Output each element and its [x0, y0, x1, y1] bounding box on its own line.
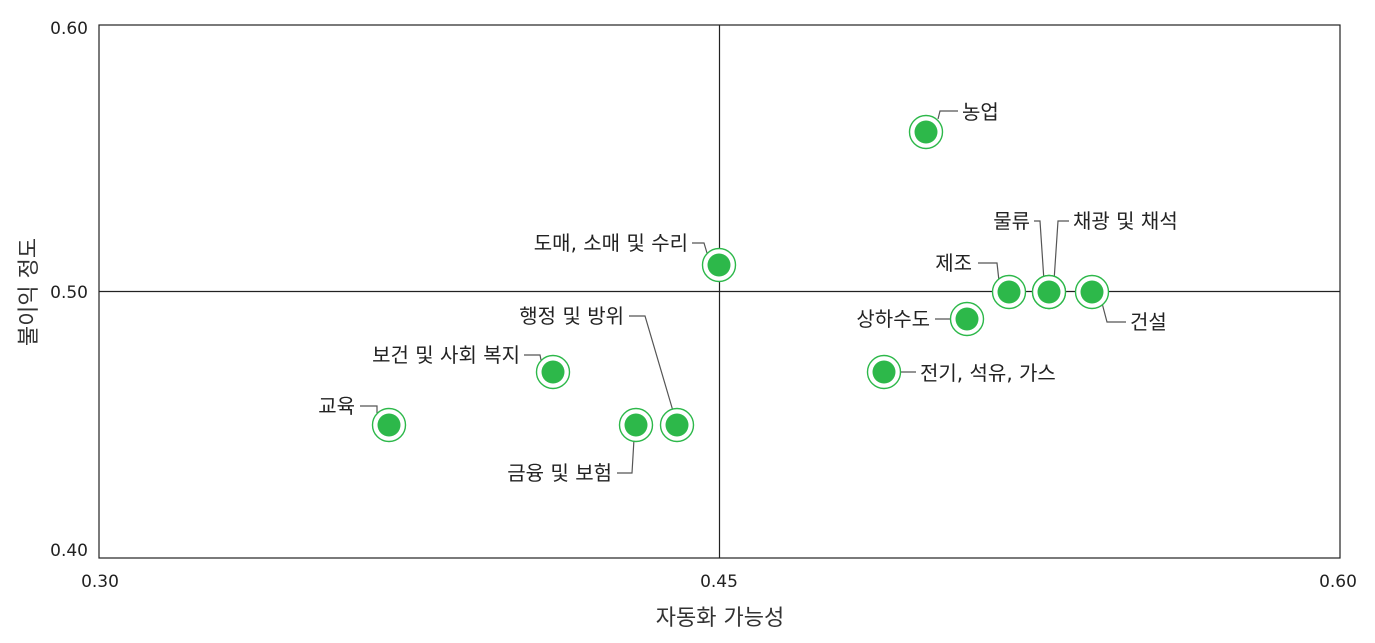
point-label-construction: 건설 [1130, 310, 1167, 334]
y-tick-label: 0.60 [50, 19, 88, 39]
scatter-point [624, 413, 648, 437]
scatter-point [1037, 280, 1061, 304]
leader-line [1053, 220, 1069, 282]
scatter-point [1080, 280, 1104, 304]
point-label-wholesale-retail: 도매, 소매 및 수리 [534, 231, 688, 255]
scatter-point [872, 360, 896, 384]
scatter-point [377, 413, 401, 437]
y-axis-title: 불이익 정도 [17, 238, 42, 346]
scatter-point [707, 253, 731, 277]
x-tick-label: 0.30 [81, 572, 119, 592]
point-label-administration: 행정 및 방위 [519, 304, 624, 328]
leader-line [1101, 302, 1126, 323]
point-label-energy: 전기, 석유, 가스 [920, 361, 1056, 385]
point-label-manufacturing: 제조 [935, 251, 972, 275]
x-axis-title: 자동화 가능성 [656, 606, 784, 631]
point-label-water-sewage: 상하수도 [856, 307, 930, 331]
scatter-point [914, 120, 938, 144]
leader-line [524, 354, 542, 361]
leader-line [937, 110, 958, 120]
y-tick-label: 0.40 [50, 541, 88, 561]
leader-line [617, 438, 635, 474]
x-tick-label: 0.60 [1319, 572, 1357, 592]
scatter-point [541, 360, 565, 384]
leader-line [692, 242, 708, 254]
leader-line [629, 315, 674, 412]
y-tick-label: 0.50 [50, 283, 88, 303]
leader-line [978, 262, 1000, 282]
scatter-point [955, 307, 979, 331]
scatter-point [997, 280, 1021, 304]
scatter-point [665, 413, 689, 437]
point-label-finance-insurance: 금융 및 보험 [507, 461, 612, 485]
point-label-agriculture: 농업 [962, 100, 999, 124]
point-label-logistics: 물류 [993, 209, 1030, 233]
x-tick-label: 0.45 [700, 572, 738, 592]
point-label-mining: 채광 및 채석 [1073, 209, 1178, 233]
point-label-education: 교육 [318, 394, 355, 418]
leader-line [360, 405, 378, 413]
leader-line [1034, 220, 1045, 282]
point-label-health-welfare: 보건 및 사회 복지 [372, 343, 520, 367]
